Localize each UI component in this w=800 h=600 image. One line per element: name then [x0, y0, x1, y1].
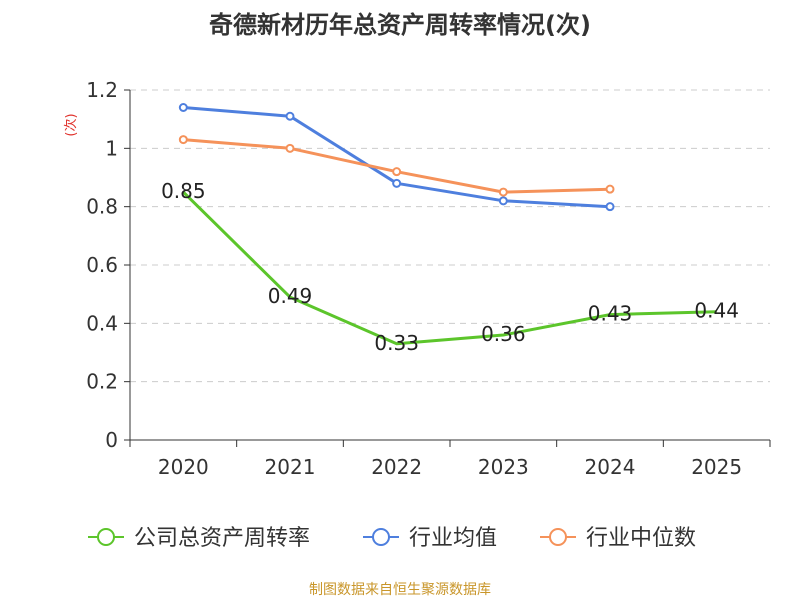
- legend-item: 行业中位数: [540, 526, 696, 551]
- series-lines: [178, 103, 717, 346]
- x-tick-label: 2024: [585, 455, 636, 479]
- data-point: [178, 135, 188, 145]
- y-tick-label: 1: [105, 136, 118, 160]
- y-tick-label: 0.8: [86, 195, 118, 219]
- data-label: 0.43: [588, 302, 633, 326]
- data-point: [178, 103, 188, 112]
- axes: 0 0.2 0.4 0.6 0.8 1 1.2 2020 2021 2022 2023 2024 202…: [86, 78, 771, 479]
- legend-label: 行业中位数: [586, 526, 696, 551]
- data-point: [605, 202, 615, 212]
- data-label: 0.49: [268, 284, 313, 308]
- data-labels: 0.85 0.49 0.33 0.36 0.43 0.44: [161, 179, 739, 355]
- x-tick-label: 2025: [691, 455, 742, 479]
- grid-lines: [130, 89, 770, 383]
- y-tick-label: 0.6: [86, 253, 118, 277]
- data-label: 0.33: [374, 331, 419, 355]
- data-point: [285, 111, 295, 121]
- legend: 公司总资产周转率 行业均值 行业中位数: [88, 526, 696, 551]
- legend-marker: [549, 528, 567, 546]
- legend-label: 行业均值: [409, 526, 497, 551]
- legend-marker: [372, 528, 390, 546]
- x-tick-label: 2023: [478, 455, 529, 479]
- legend-item: 公司总资产周转率: [88, 526, 310, 551]
- legend-label: 公司总资产周转率: [134, 526, 310, 551]
- source-note: 制图数据来自恒生聚源数据库: [309, 582, 491, 598]
- x-tick-label: 2021: [265, 455, 316, 479]
- legend-marker: [97, 528, 115, 546]
- series-line: [182, 191, 717, 346]
- y-axis-label: (次): [63, 113, 79, 136]
- data-label: 0.36: [481, 322, 526, 346]
- data-point: [605, 184, 615, 194]
- data-point: [285, 143, 295, 153]
- x-tick-label: 2022: [371, 455, 422, 479]
- data-point: [498, 187, 508, 197]
- data-point: [498, 196, 508, 206]
- data-point: [392, 178, 402, 188]
- chart-title: 奇德新材历年总资产周转率情况(次): [209, 11, 591, 39]
- y-tick-label: 0.2: [86, 370, 118, 394]
- data-label: 0.44: [694, 299, 739, 323]
- y-tick-label: 1.2: [86, 78, 118, 102]
- y-tick-label: 0.4: [86, 311, 118, 335]
- data-point: [392, 167, 402, 177]
- data-label: 0.85: [161, 179, 206, 203]
- x-tick-label: 2020: [158, 455, 209, 479]
- legend-item: 行业均值: [363, 526, 497, 551]
- y-tick-label: 0: [105, 428, 118, 452]
